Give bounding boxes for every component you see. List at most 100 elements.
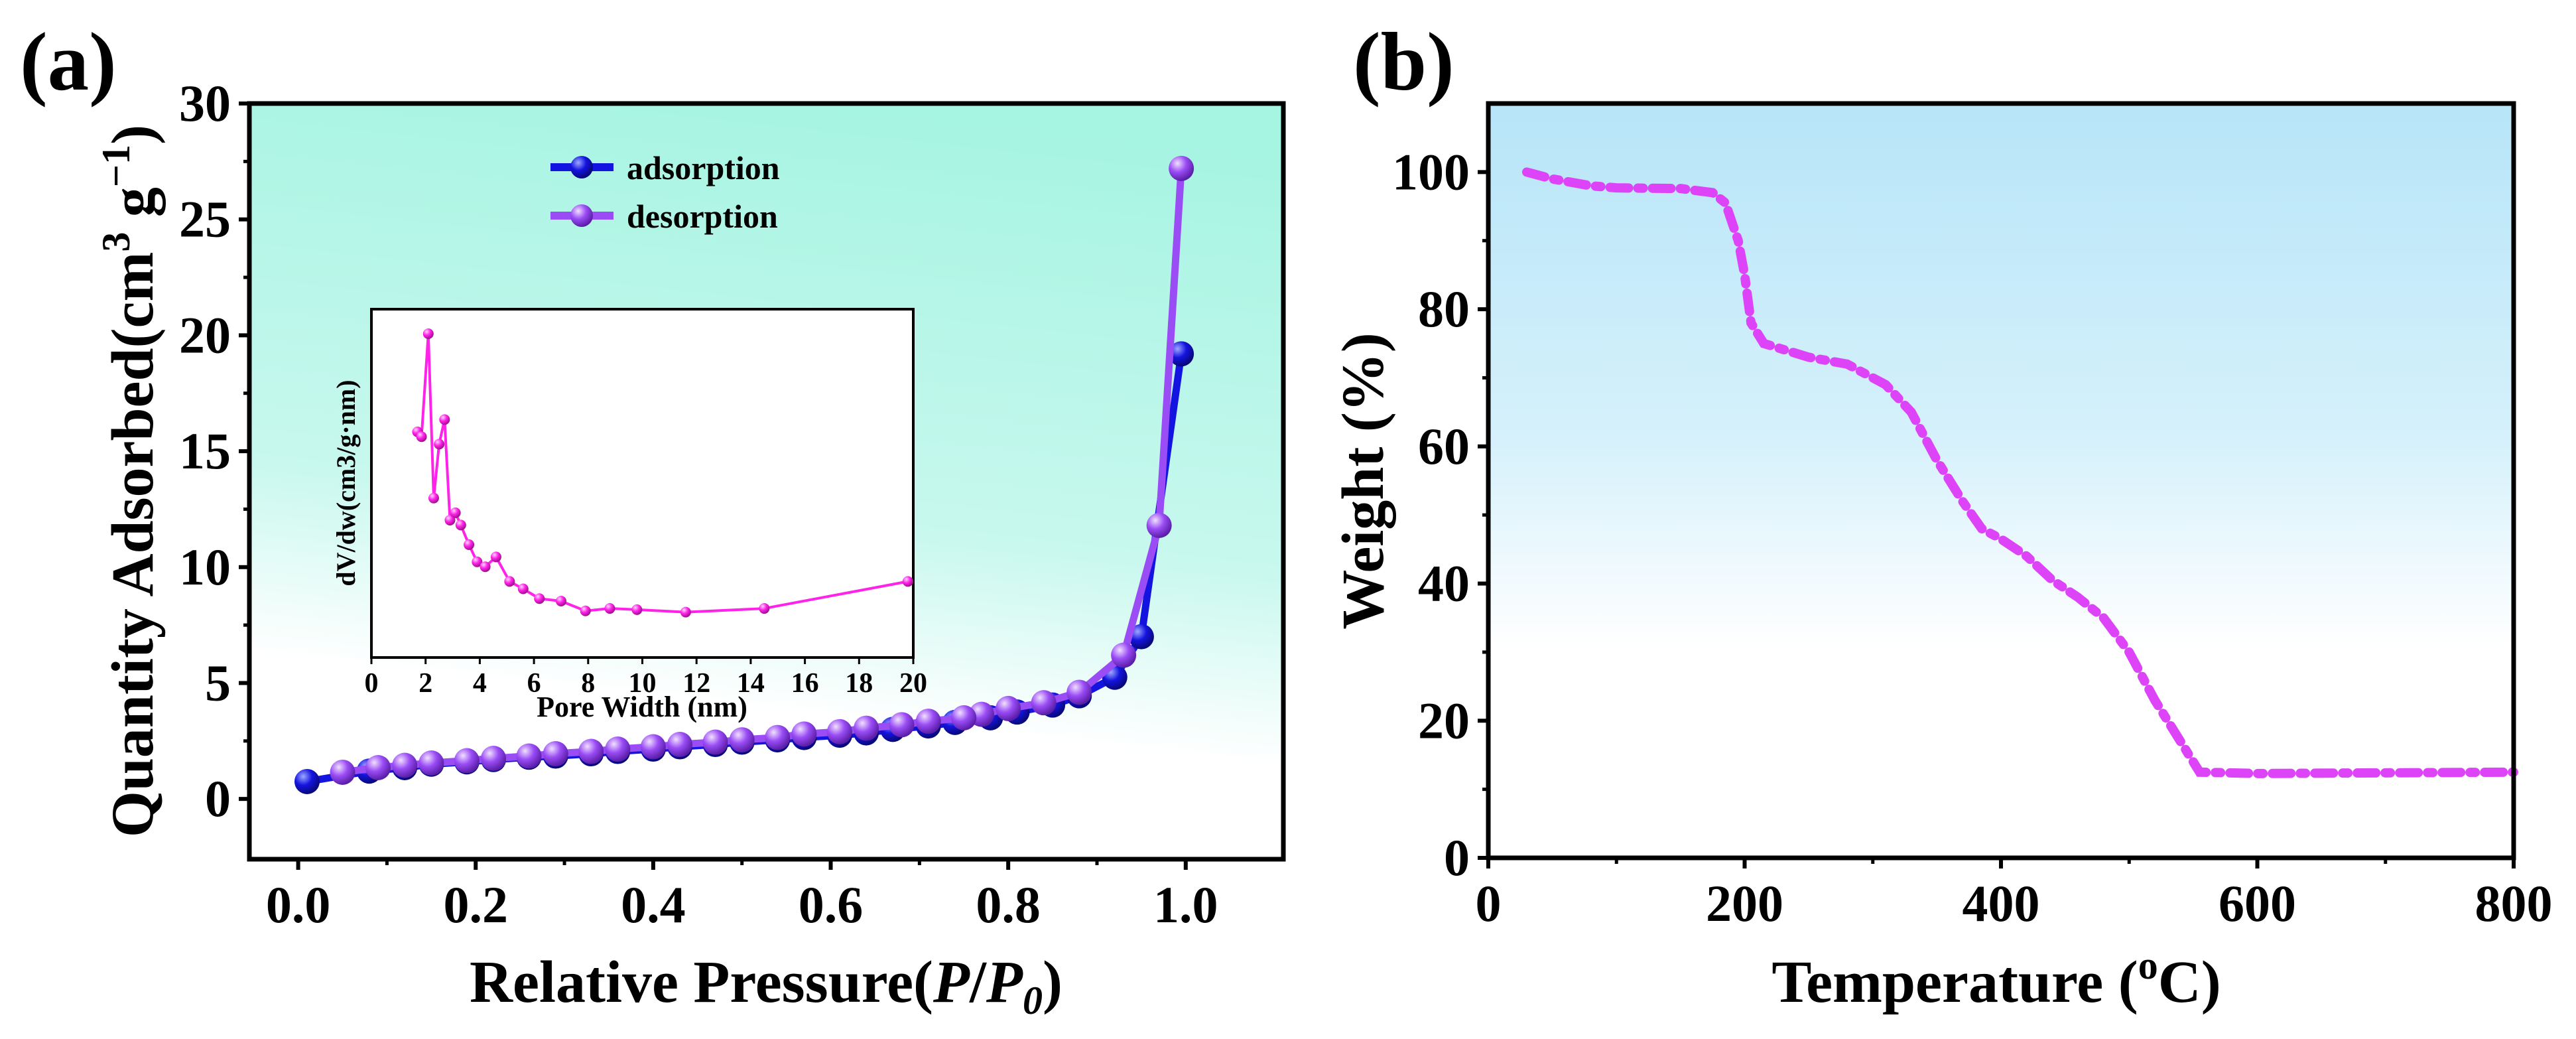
panel-b-label: (b) [1353,17,1454,108]
inset-point [534,593,545,604]
legend-marker-desorption [570,204,593,227]
inset-y-label: dV/dw(cm3/g·nm) [331,380,361,586]
inset-point [472,556,483,567]
panel-b-plot-area [1488,104,2514,858]
panel-a-y-tick-label: 5 [205,654,231,711]
desorption-point [543,741,568,767]
panel-a-y-tick-label: 30 [179,74,231,132]
legend-label-adsorption: adsorption [627,149,780,186]
panel-b-y-tick-label: 20 [1418,691,1470,749]
inset-point [434,439,445,450]
panel-b-y-tick-label: 40 [1418,555,1470,612]
desorption-point [419,750,444,776]
panel-b-y-tick-label: 60 [1418,417,1470,475]
inset-point [428,492,439,504]
inset-point [759,603,770,614]
inset-x-tick-label: 2 [419,668,432,699]
desorption-point [765,725,791,750]
inset-point [631,604,643,615]
inset-x-tick-label: 18 [845,668,873,699]
inset-x-tick-label: 0 [365,668,379,699]
legend-label-desorption: desorption [627,198,778,235]
panel-a-x-tick-label: 0.4 [621,876,686,934]
panel-a-x-tick-label: 0.2 [443,876,508,934]
desorption-point [1111,642,1137,668]
inset-x-label: Pore Width (nm) [537,691,747,723]
adsorption-point [1128,624,1154,650]
panel-b-x-label: Temperature (oC) [1771,943,2221,1015]
desorption-point [392,752,418,778]
inset-x-tick-label: 10 [629,668,657,699]
panel-a-x-tick-label: 0.8 [976,876,1041,934]
desorption-point [729,727,755,753]
inset-x-tick-label: 16 [791,668,819,699]
desorption-point [330,759,355,785]
panel-a-label: (a) [20,17,117,108]
inset-x-tick-label: 6 [527,668,541,699]
panel-a-frame [247,101,1286,862]
desorption-point [854,715,879,741]
legend-marker-adsorption [570,156,593,178]
panel-b-y-label: Weight (%) [1330,332,1396,629]
inset-point [416,431,427,443]
inset-point [490,551,501,563]
legend-item-desorption: desorption [550,198,778,235]
panel-b-x-tick-label: 400 [1963,874,2040,932]
panel-a-y-tick-label: 10 [179,538,231,596]
desorption-point [1031,690,1057,716]
tga-line [1521,167,2518,778]
panel-a-y-tick-label: 25 [179,190,231,248]
panel-a-y-tick-label: 15 [179,422,231,480]
legend-item-adsorption: adsorption [550,149,780,186]
panel-b-y-tick-label: 80 [1418,280,1470,338]
inset-x-tick-label: 14 [737,668,765,699]
inset: 0 2 4 6 8 10 12 14 16 18 20 Pore Width (nm) dV/dw(… [331,308,927,723]
desorption-point [1169,155,1194,181]
inset-point [444,514,456,525]
desorption-point [605,736,631,762]
panel-a-x-tick-label: 0.0 [266,876,331,934]
desorption-point [667,732,693,758]
legend: adsorption desorption [550,149,780,235]
desorption-point [889,712,915,738]
inset-point [504,576,515,587]
adsorption-point [294,768,320,794]
inset-point [464,539,475,550]
panel-a-x-tick-label: 1.0 [1153,876,1218,934]
desorption-point [702,729,728,755]
inset-point [455,520,466,531]
desorption-point [481,746,507,772]
desorption-point [640,734,666,760]
inset-point [555,595,566,606]
inset-point [517,583,529,594]
panel-a-y-tick-label: 0 [205,770,231,827]
desorption-point [1146,512,1172,538]
desorption-point [951,705,977,730]
inset-plot-area [370,308,915,659]
inset-point [480,561,491,573]
desorption-point [915,709,941,734]
panel-b-x-tick-label: 0 [1476,874,1502,932]
desorption-point [996,695,1021,721]
panel-b-y-tick-label: 0 [1444,829,1470,886]
panel-a-series [294,155,1194,794]
desorption-point [578,738,604,764]
adsorption-point [1169,341,1194,367]
inset-x-tick-label: 4 [473,668,487,699]
panel-a-y-label: Quantity Adsorbed(cm3 g−1) [94,125,166,837]
inset-x-tick-label: 20 [899,668,927,699]
inset-x-tick-label: 8 [581,668,595,699]
panel-b-x-tick-label: 200 [1706,874,1783,932]
desorption-point [826,719,852,744]
desorption-point [516,743,542,769]
panel-b-x-tick-label: 800 [2475,874,2553,932]
desorption-point [454,748,480,774]
panel-a-y-tick-label: 20 [179,306,231,364]
inset-point [604,603,615,614]
desorption-point [365,754,391,780]
inset-point [422,328,434,339]
inset-x-tick-label: 12 [682,668,710,699]
desorption-line [342,168,1185,776]
